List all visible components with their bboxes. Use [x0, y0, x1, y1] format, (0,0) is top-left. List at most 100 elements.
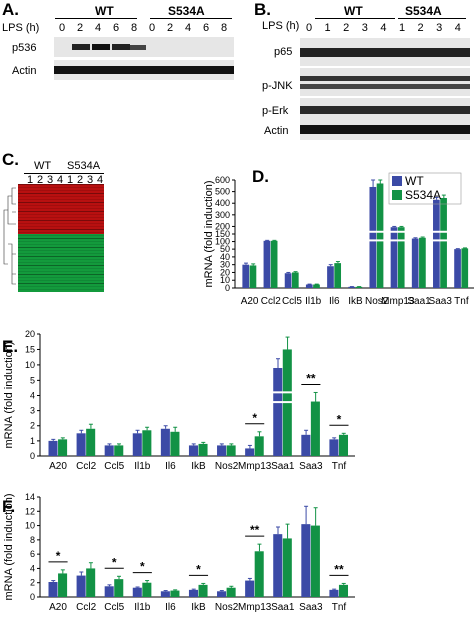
heatmap-stripe: [18, 283, 104, 284]
panel-a-letter: A.: [2, 0, 19, 19]
category-label: IkB: [191, 602, 206, 613]
timepoint-label: 8: [220, 22, 228, 34]
bar-wt: [273, 534, 283, 597]
timepoint-label: 2: [343, 22, 350, 34]
bar-s534a: [142, 430, 152, 456]
bar-s534a: [249, 265, 257, 288]
timepoint-label: 1: [66, 174, 74, 186]
heatmap-stripe: [18, 259, 104, 260]
legend-label: S534A: [405, 188, 441, 202]
heatmap-stripe: [18, 280, 104, 281]
panel-a-wt-label: WT: [95, 4, 114, 18]
timepoint-label: 2: [76, 174, 84, 186]
y-tick-label: 2: [30, 421, 35, 431]
heatmap-stripe: [18, 196, 104, 197]
heatmap-stripe: [18, 184, 104, 185]
heatmap-stripe: [18, 193, 104, 194]
heatmap-stripe: [18, 232, 104, 233]
y-tick-label: 0: [30, 451, 35, 461]
panel-b-letter: B.: [254, 0, 271, 19]
bar-wt: [48, 582, 58, 597]
category-label: IkB: [191, 461, 206, 472]
heatmap-stripe: [18, 253, 104, 254]
category-label: Saa3: [299, 602, 323, 613]
heatmap-stripe: [18, 187, 104, 188]
category-label: Il6: [165, 602, 176, 613]
bar-s534a: [86, 428, 96, 456]
bar-wt: [48, 440, 58, 456]
y-tick-label: 5: [30, 375, 35, 385]
heatmap-downregulated-block: [18, 234, 104, 292]
category-label: Tnf: [332, 602, 347, 613]
panel-a-band-label: Actin: [12, 65, 37, 77]
y-tick-label: 400: [215, 198, 230, 208]
timepoint-label: 4: [96, 174, 104, 186]
heatmap-stripe: [18, 244, 104, 245]
bar-wt: [305, 284, 313, 288]
significance-marker: *: [56, 549, 61, 563]
bar-s534a: [397, 227, 405, 288]
heatmap-stripe: [18, 271, 104, 272]
panel-b-blot-actin: [300, 120, 470, 140]
panel-b-mut-line: [398, 18, 466, 19]
timepoint-label: 0: [58, 22, 66, 34]
bar-wt: [329, 589, 339, 597]
y-tick-label: 8: [30, 535, 35, 545]
significance-marker: **: [334, 562, 344, 576]
y-tick-label: 100: [215, 237, 230, 247]
bar-s534a: [170, 590, 180, 597]
heatmap-stripe: [18, 241, 104, 242]
category-label: Ccl5: [104, 461, 124, 472]
y-axis-label: mRNA (fold induction): [3, 342, 15, 449]
category-label: Tnf: [454, 296, 469, 307]
bar-s534a: [254, 436, 264, 456]
category-label: Nos2: [215, 461, 239, 472]
timepoint-label: 3: [361, 22, 368, 34]
panel-b-blot-actin-bands: [300, 125, 470, 134]
heatmap-stripe: [18, 223, 104, 224]
bar-s534a: [86, 568, 96, 597]
bar-wt: [263, 240, 271, 288]
panel-b-mut-label: S534A: [405, 4, 442, 18]
category-label: Saa3: [429, 296, 453, 307]
heatmap-stripe: [18, 205, 104, 206]
category-label: Saa1: [271, 461, 295, 472]
panel-a-mut-label: S534A: [168, 4, 205, 18]
category-label: Il1b: [305, 296, 322, 307]
category-label: Nos2: [365, 296, 389, 307]
category-label: Tnf: [332, 461, 347, 472]
heatmap-stripe: [18, 265, 104, 266]
bar-s534a: [338, 584, 349, 597]
bar-s534a: [313, 284, 320, 288]
y-tick-label: 10: [220, 275, 230, 285]
bar-s534a: [282, 538, 292, 597]
y-tick-label: 200: [215, 221, 230, 231]
bar-wt: [160, 428, 170, 456]
significance-marker: **: [306, 371, 316, 385]
heatmap-stripe: [18, 277, 104, 278]
category-label: A20: [49, 461, 67, 472]
heatmap-stripe: [18, 262, 104, 263]
y-tick-label: 50: [220, 244, 230, 254]
y-tick-label: 15: [25, 344, 35, 354]
panel-b-band-label: Actin: [264, 125, 289, 137]
bar-s534a: [226, 445, 236, 456]
axis-break: [432, 239, 449, 242]
y-tick-label: 6: [30, 549, 35, 559]
timepoint-label: 4: [56, 174, 64, 186]
panel-c-wt-line: [24, 173, 64, 174]
y-tick-label: 30: [220, 260, 230, 270]
category-label: Saa3: [299, 461, 323, 472]
panel-letter: F.: [2, 497, 15, 516]
bar-wt: [284, 273, 292, 288]
heatmap-stripes: [18, 184, 104, 290]
axis-break: [272, 401, 294, 404]
bar-s534a: [376, 183, 384, 288]
panel-c-mut-line: [64, 173, 104, 174]
heatmap-stripe: [18, 247, 104, 248]
heatmap-stripe: [18, 229, 104, 230]
bar-wt: [217, 445, 227, 456]
bar-wt: [242, 264, 250, 288]
bar-wt: [369, 186, 377, 288]
panel-b-wt-line: [315, 18, 395, 19]
